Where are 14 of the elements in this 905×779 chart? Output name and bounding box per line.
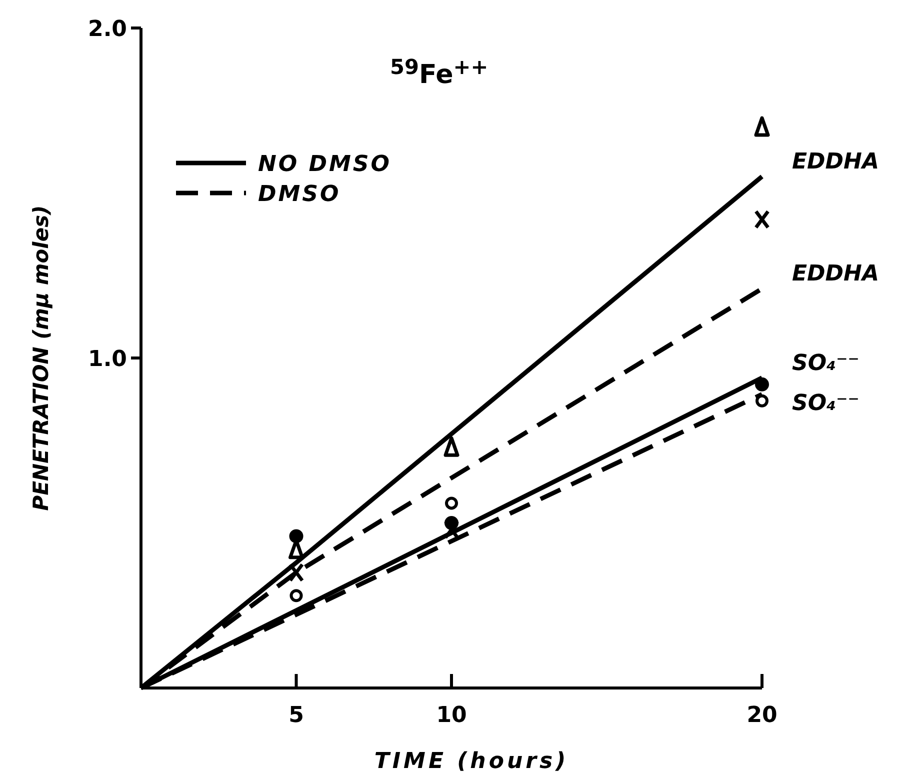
x-tick-label: 10 bbox=[436, 703, 467, 728]
series-label: EDDHA bbox=[792, 262, 879, 287]
x-tick-label: 20 bbox=[746, 703, 778, 728]
x-axis-title: TIME (hours) bbox=[374, 749, 569, 774]
series-label: EDDHA bbox=[792, 150, 879, 174]
y-axis-title: PENETRATION (mμ moles) bbox=[29, 205, 53, 511]
series-label: SO₄⁻⁻ bbox=[792, 350, 860, 376]
x-tick-label: 5 bbox=[288, 703, 304, 728]
text: $^{59}$Fe$^{++}$ bbox=[390, 54, 488, 90]
annotation: DMSO bbox=[258, 182, 341, 207]
annotation: NO DMSO bbox=[258, 152, 392, 177]
series-label: SO₄⁻⁻ bbox=[792, 390, 860, 416]
y-tick-label: 1.0 bbox=[88, 347, 127, 372]
y-tick-label: 2.0 bbox=[88, 17, 127, 42]
